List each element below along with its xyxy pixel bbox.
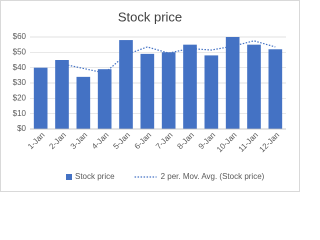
bar bbox=[140, 53, 155, 129]
y-tick-label: $10 bbox=[13, 109, 27, 118]
page: {"chart_data": {"type": "bar", "title": … bbox=[0, 0, 300, 192]
bar bbox=[183, 44, 197, 129]
y-tick-label: $40 bbox=[13, 63, 27, 72]
bar bbox=[97, 69, 112, 129]
bar bbox=[204, 55, 219, 129]
bar bbox=[225, 37, 240, 129]
moving-average-line bbox=[61, 40, 276, 74]
legend-label: Stock price bbox=[75, 172, 115, 181]
legend-swatch bbox=[66, 174, 72, 180]
bar bbox=[119, 40, 133, 129]
y-tick-label: $0 bbox=[17, 124, 26, 133]
legend-label: 2 per. Mov. Avg. (Stock price) bbox=[161, 172, 265, 181]
bar bbox=[268, 49, 283, 130]
chart: Stock price $0$10$20$30$40$50$601-Jan 2-J… bbox=[0, 0, 300, 192]
bar bbox=[161, 52, 176, 130]
y-tick-label: $50 bbox=[13, 47, 27, 56]
y-tick-label: $20 bbox=[13, 93, 27, 102]
bar bbox=[33, 67, 48, 129]
bar bbox=[76, 76, 91, 129]
y-tick-label: $60 bbox=[13, 32, 27, 41]
bar bbox=[247, 44, 261, 129]
chart-title: Stock price bbox=[118, 9, 182, 24]
y-tick-label: $30 bbox=[13, 78, 27, 87]
bar bbox=[55, 60, 69, 129]
